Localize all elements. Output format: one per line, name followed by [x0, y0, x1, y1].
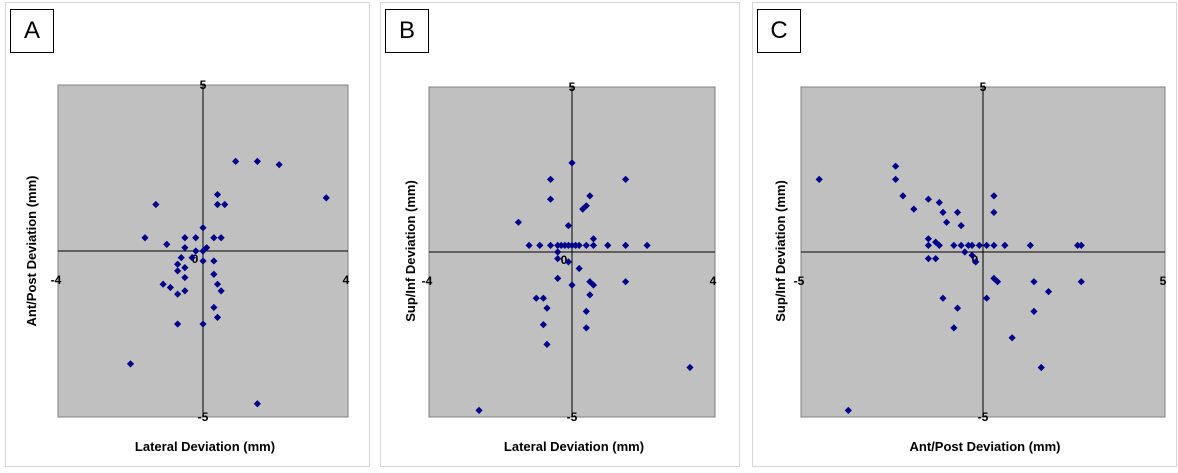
y-axis-title-c: Sup/Inf Deviation (mm): [773, 180, 788, 322]
y-tick-min-c: -5: [978, 410, 989, 424]
x-tick-min-a: -4: [51, 273, 62, 287]
y-tick-max-a: 5: [200, 78, 207, 92]
scatter-plot-c: -555-50Ant/Post Deviation (mm)Sup/Inf De…: [753, 3, 1178, 468]
y-tick-min-a: -5: [198, 410, 209, 424]
y-tick-max-c: 5: [980, 80, 987, 94]
x-axis-title-b: Lateral Deviation (mm): [504, 439, 644, 454]
x-tick-min-b: -4: [422, 274, 433, 288]
scatter-panel-b: B -4 4 5 -5 0 Lateral Deviation (mm) Sup/Inf D…: [380, 2, 740, 467]
origin-label-b: 0: [561, 253, 568, 267]
scatter-panel-a: A -4 4 5 -5 0 Lateral Deviation (mm) Ant/Post …: [5, 2, 370, 467]
x-axis-title-c: Ant/Post Deviation (mm): [910, 439, 1061, 454]
x-tick-max-c: 5: [1160, 274, 1167, 288]
x-tick-min-c: -5: [794, 274, 805, 288]
x-axis-title-a: Lateral Deviation (mm): [135, 439, 275, 454]
scatter-plot-a: -4 4 5 -5 0 Lateral Deviation (mm) Ant/Post De…: [6, 3, 371, 468]
x-tick-max-a: 4: [343, 273, 350, 287]
y-tick-max-b: 5: [569, 80, 576, 94]
scatter-plot-b: -4 4 5 -5 0 Lateral Deviation (mm) Sup/Inf Dev…: [381, 3, 741, 468]
y-axis-title-a: Ant/Post Deviation (mm): [24, 176, 39, 327]
y-tick-min-b: -5: [567, 410, 578, 424]
scatter-panel-c: C -555-50Ant/Post Deviation (mm)Sup/Inf …: [752, 2, 1177, 467]
y-axis-title-b: Sup/Inf Deviation (mm): [403, 180, 418, 322]
x-tick-max-b: 4: [710, 274, 717, 288]
